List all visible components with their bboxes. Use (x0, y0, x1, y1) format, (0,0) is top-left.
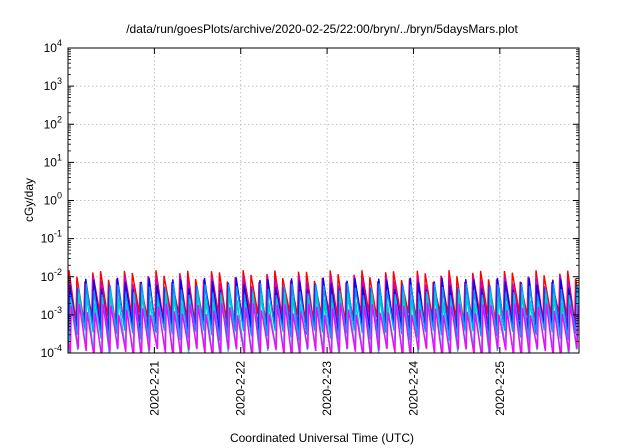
y-tick-label: 10-4 (41, 343, 62, 360)
y-tick-label: 102 (44, 114, 62, 131)
series-layer (68, 270, 579, 353)
series-group (68, 270, 579, 353)
y-tick-label: 101 (44, 152, 62, 169)
y-tick-label: 103 (44, 76, 62, 93)
x-tick-label: 2020-2-23 (320, 361, 334, 416)
y-tick-labels: 10-4 10-3 10-2 10-1 100 101 102 103 104 (41, 38, 62, 360)
x-tick-label: 2020-2-22 (234, 361, 248, 416)
y-tick-label: 100 (44, 191, 62, 208)
y-tick-label: 10-2 (41, 267, 62, 284)
chart-title: /data/run/goesPlots/archive/2020-02-25/2… (126, 22, 518, 36)
x-axis-label: Coordinated Universal Time (UTC) (230, 431, 414, 445)
y-tick-label: 104 (44, 38, 62, 55)
x-tick-labels: 2020-2-21 2020-2-22 2020-2-23 2020-2-24 2020… (147, 361, 506, 416)
x-tick-label: 2020-2-25 (493, 361, 507, 416)
series-line (68, 283, 579, 341)
series-line (68, 303, 579, 353)
y-tick-label: 10-1 (41, 229, 62, 246)
x-tick-label: 2020-2-24 (406, 361, 420, 416)
y-tick-label: 10-3 (41, 305, 62, 322)
x-tick-label: 2020-2-21 (147, 361, 161, 416)
y-axis-label: cGy/day (22, 178, 36, 222)
axis-ticks (68, 47, 579, 354)
